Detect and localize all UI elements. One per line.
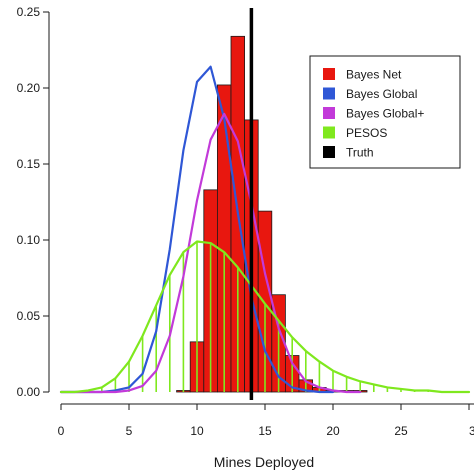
y-tick-label: 0.10 [17,233,41,247]
x-tick-label: 5 [126,424,133,438]
x-tick-label: 30 [469,424,474,438]
legend-label-bayes-global: Bayes Global [346,87,417,101]
y-tick-label: 0.15 [17,157,41,171]
legend-label-bayes-global-plus: Bayes Global+ [346,107,424,121]
legend: Bayes Net Bayes Global Bayes Global+ PESOS T… [309,55,461,169]
y-axis: 0.00 0.05 0.10 0.15 0.20 0.25 [17,5,50,399]
legend-label-pesos: PESOS [346,126,387,140]
legend-swatch-bayes-net [323,68,335,80]
legend-swatch-pesos [323,126,335,139]
x-tick-label: 15 [258,424,272,438]
y-tick-label: 0.00 [17,385,41,399]
legend-swatch-bayes-global-plus [323,107,335,119]
legend-label-bayes-net: Bayes Net [346,68,402,82]
x-tick-label: 25 [394,424,408,438]
y-tick-label: 0.20 [17,81,41,95]
y-tick-label: 0.25 [17,5,41,19]
x-tick-label: 10 [190,424,204,438]
legend-swatch-truth [323,146,335,158]
x-axis: 0 5 10 15 20 25 30 [58,403,474,438]
y-tick-label: 0.05 [17,309,41,323]
bayes-global-plus-line [59,112,362,394]
legend-swatch-bayes-global [323,87,335,100]
legend-label-truth: Truth [346,146,374,160]
x-axis-title: Mines Deployed [214,454,314,470]
x-tick-label: 0 [58,424,65,438]
pesos-line [59,240,471,394]
plot-area [59,8,471,400]
x-tick-label: 20 [326,424,340,438]
